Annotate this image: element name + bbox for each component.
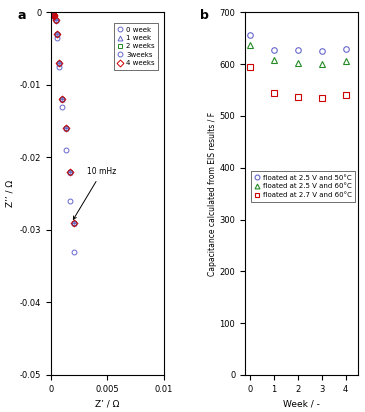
Text: a: a: [17, 9, 26, 22]
X-axis label: Z’ / Ω: Z’ / Ω: [95, 399, 120, 408]
Text: 10 mHz: 10 mHz: [73, 167, 116, 219]
Legend: 0 week, 1 week, 2 weeks, 3weeks, 4 weeks: 0 week, 1 week, 2 weeks, 3weeks, 4 weeks: [114, 23, 158, 70]
Y-axis label: Capacitance calculated from EIS results / F: Capacitance calculated from EIS results …: [208, 112, 216, 276]
Text: b: b: [200, 9, 209, 22]
Y-axis label: Z’’ / Ω: Z’’ / Ω: [5, 180, 14, 207]
Legend: floated at 2.5 V and 50°C, floated at 2.5 V and 60°C, floated at 2.7 V and 60°C: floated at 2.5 V and 50°C, floated at 2.…: [251, 171, 355, 201]
X-axis label: Week / -: Week / -: [283, 399, 320, 408]
